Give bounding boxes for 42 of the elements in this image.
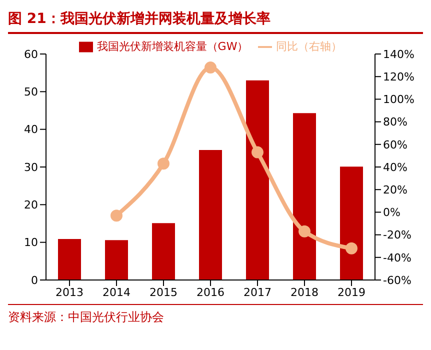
bar [340,166,363,280]
x-tick-label: 2013 [56,286,84,299]
x-tick-label: 2017 [244,286,272,299]
y2-tick-label: 40% [383,160,408,174]
bar [152,223,175,280]
bar [105,240,128,280]
y-tick-label: 50 [24,86,38,99]
legend-label: 同比（右轴） [276,40,342,53]
x-tick-label: 2016 [196,286,224,299]
y2-tick-label: 80% [383,116,408,129]
x-tick-label: 2015 [150,286,178,299]
y-tick-label: 10 [24,236,38,250]
legend-label: 我国光伏新增装机容量（GW） [96,40,248,53]
y-tick-label: 20 [24,198,38,212]
point [346,242,358,254]
y2-tick-label: 60% [383,138,408,152]
point [252,146,264,158]
y2-tick-label: 140% [383,48,414,61]
y2-tick-label: 100% [383,93,414,106]
point [158,158,170,170]
bar [246,80,269,280]
y2-tick-label: -20% [383,228,412,242]
y2-tick-label: 120% [383,70,414,84]
y-tick-label: 30 [24,160,38,174]
chart-title: 图 21：我国光伏新增并网装机量及增长率 [8,8,423,34]
bar [293,113,316,280]
point [298,225,310,238]
y2-tick-label: -60% [383,274,412,287]
y2-tick-label: 0% [383,206,400,220]
bar [199,150,222,280]
x-tick-label: 2014 [102,286,130,299]
point [204,62,216,74]
y-tick-label: 60 [24,48,38,61]
bar [58,238,81,280]
y2-tick-label: -40% [383,251,412,264]
y-tick-label: 0 [31,274,38,287]
text: 资料来源：中国光伏行业协会 [8,304,423,326]
x-tick-label: 2019 [338,286,366,299]
y-tick-label: 40 [24,123,38,136]
point [110,210,122,222]
y2-tick-label: 20% [383,184,408,197]
x-tick-label: 2018 [290,286,318,299]
